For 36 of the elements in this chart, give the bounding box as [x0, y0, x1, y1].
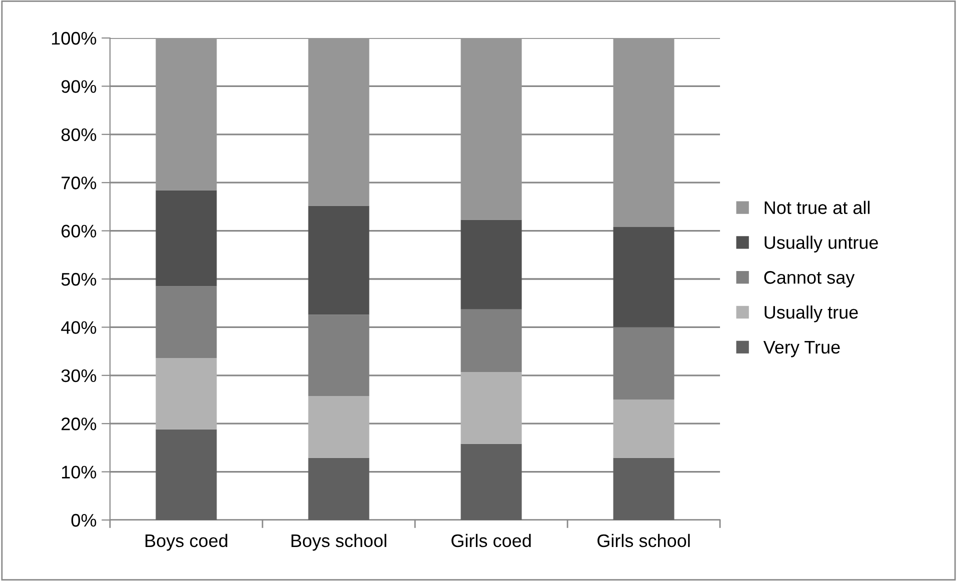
- bar: [156, 38, 217, 190]
- y-tick-label: 80%: [61, 128, 96, 142]
- bar: [460, 220, 522, 310]
- bar: [460, 444, 522, 520]
- bar: [460, 372, 522, 444]
- y-tick-label: 70%: [62, 176, 96, 190]
- x-tick-label: Boys school: [292, 534, 386, 551]
- bar: [308, 396, 370, 458]
- bar: [460, 38, 522, 220]
- y-tick-label: 100%: [52, 32, 96, 45]
- y-tick-label: 30%: [61, 369, 96, 382]
- bar: [156, 358, 217, 430]
- y-tick-label: 90%: [62, 80, 96, 93]
- y-tick-label: 20%: [62, 418, 96, 430]
- bar: [613, 226, 674, 328]
- bar: [156, 190, 217, 286]
- y-tick-label: 10%: [62, 466, 96, 479]
- y-tick-label: 60%: [62, 224, 96, 238]
- y-tick-label: 0%: [71, 514, 96, 527]
- bar: [156, 429, 217, 520]
- y-tick-label: 50%: [61, 272, 96, 286]
- x-tick-label: Boys coed: [146, 534, 228, 551]
- bar: [308, 458, 370, 520]
- bar: [613, 458, 674, 520]
- legend-label: Usually untrue: [764, 236, 878, 253]
- x-tick-label: Girls school: [598, 534, 690, 548]
- legend-label: Not true at all: [764, 200, 870, 214]
- y-tick-label: 40%: [61, 321, 96, 334]
- bar: [613, 400, 674, 458]
- bar: [308, 206, 370, 315]
- legend-label: Very True: [763, 341, 840, 358]
- bar: [613, 38, 674, 227]
- bar: [308, 38, 370, 206]
- legend-label: Cannot say: [764, 271, 855, 288]
- x-tick-label: Girls coed: [452, 534, 531, 548]
- legend-label: Usually true: [764, 305, 858, 322]
